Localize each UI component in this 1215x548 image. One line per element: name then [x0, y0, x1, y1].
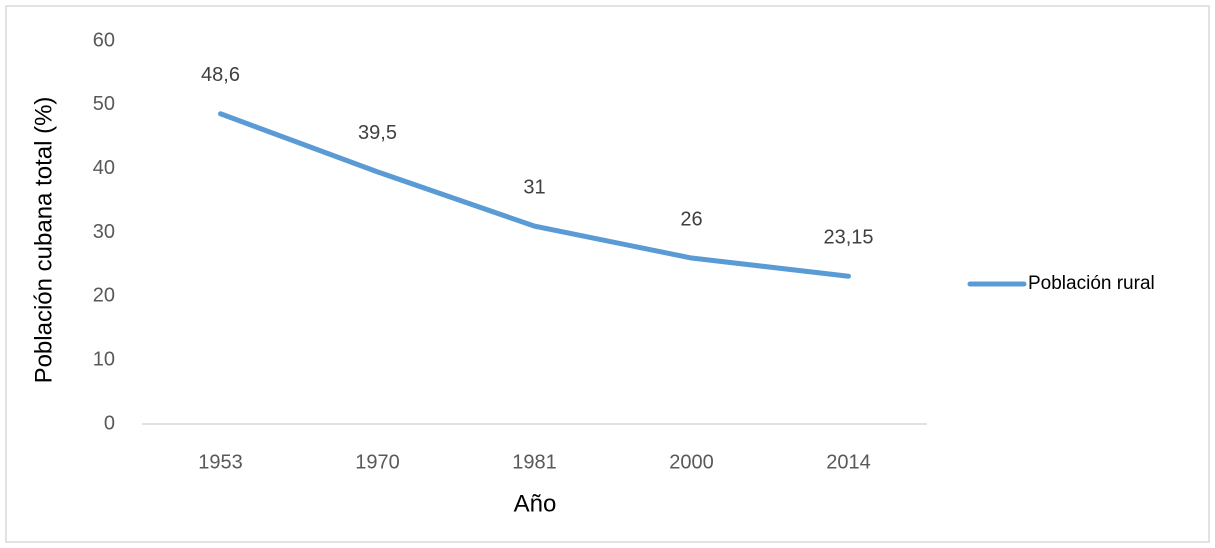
data-label: 48,6	[201, 64, 240, 86]
y-tick-label: 0	[104, 412, 115, 434]
y-tick-label: 10	[93, 348, 115, 370]
x-axis-title: Año	[514, 490, 557, 517]
y-tick-label: 30	[93, 221, 115, 243]
y-tick-label: 40	[93, 157, 115, 179]
data-label: 31	[523, 176, 545, 198]
chart-border	[5, 5, 1210, 543]
y-tick-label: 60	[93, 29, 115, 51]
x-tick-label: 1970	[355, 451, 400, 473]
y-tick-label: 20	[93, 285, 115, 307]
data-label: 26	[680, 208, 702, 230]
x-tick-label: 1953	[198, 451, 243, 473]
data-line	[218, 111, 851, 279]
y-tick-label: 50	[93, 93, 115, 115]
data-label: 39,5	[358, 122, 397, 144]
x-tick-label: 2000	[669, 451, 714, 473]
x-tick-label: 1981	[512, 451, 557, 473]
legend-label: Población rural	[1028, 273, 1155, 294]
y-axis-title: Población cubana total (%)	[30, 97, 57, 384]
data-label: 23,15	[823, 227, 873, 249]
x-tick-label: 2014	[826, 451, 871, 473]
